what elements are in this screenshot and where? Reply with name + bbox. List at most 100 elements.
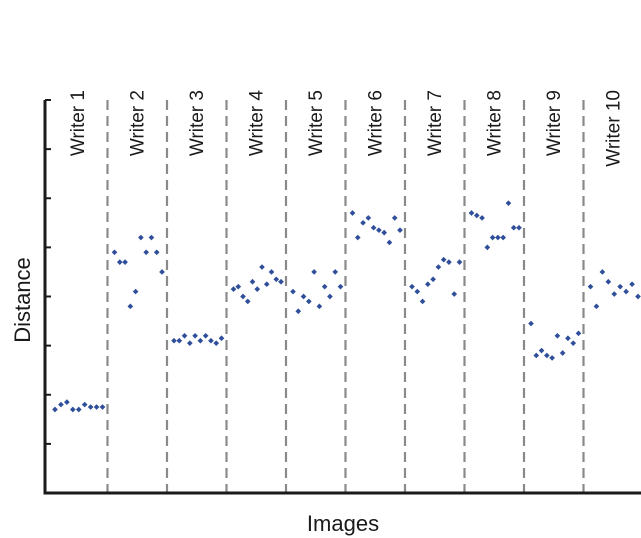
data-point [391,215,398,221]
data-point [278,278,284,285]
data-point [235,283,242,290]
data-point [544,352,550,359]
writer-label: Writer 6 [365,90,386,156]
data-point [259,264,265,270]
data-point [599,269,606,275]
data-point [176,337,183,344]
data-point [159,269,165,275]
data-point [354,234,361,241]
data-point [218,335,225,342]
data-point [202,332,209,339]
data-point [300,293,307,300]
data-point [446,259,452,265]
data-point [593,303,600,310]
data-point [244,298,251,305]
data-point [327,293,333,300]
data-point [617,283,624,290]
data-point [213,340,220,346]
data-point [249,278,256,285]
data-point [306,298,312,305]
data-point [64,399,70,405]
data-point [240,293,246,300]
data-point [538,347,545,354]
data-point [197,337,204,344]
data-point [263,281,270,288]
data-point [629,281,635,288]
data-point [69,406,76,413]
writer-label: Writer 5 [306,90,327,156]
data-point [500,234,506,241]
data-point [409,283,415,290]
data-point [516,224,522,231]
data-point [419,298,426,305]
writer-label: Writer 3 [187,90,208,156]
data-point [425,281,431,288]
data-point [290,288,296,295]
data-point [93,404,100,410]
data-point [132,288,139,295]
data-point [565,335,571,342]
data-point [311,269,317,275]
data-point [208,337,214,344]
data-point [127,303,134,310]
data-point [349,210,356,216]
data-point [81,401,88,408]
writer-label: Writer 8 [484,90,505,156]
data-point [171,337,177,344]
data-point [381,229,387,236]
data-point [365,215,372,221]
data-point [370,224,377,231]
data-point [153,249,160,256]
data-point [505,200,512,206]
writer-label: Writer 2 [127,90,148,156]
data-point [587,283,594,290]
data-point [414,288,421,295]
data-point [332,269,339,275]
data-point [528,320,534,327]
data-point [489,234,496,241]
data-point [479,215,485,221]
data-point [111,249,118,256]
data-point [187,340,193,346]
data-point [230,286,237,292]
data-point [273,276,280,283]
data-point [495,234,501,241]
data-point [99,404,106,410]
data-point [386,239,393,246]
data-point [605,278,612,285]
data-point [138,234,144,241]
data-point [451,291,458,297]
data-point [116,259,123,265]
data-point [549,355,555,361]
writer-label: Writer 1 [68,90,89,156]
data-point [575,330,582,337]
data-point [456,259,463,265]
data-point [484,244,491,251]
data-point [554,332,561,339]
writer-label: Writer 10 [603,90,624,167]
data-point [376,227,382,234]
writer-label: Writer 9 [544,90,565,156]
data-point [122,259,128,265]
data-point [181,332,188,339]
data-point [473,212,480,219]
writer-label: Writer 4 [246,90,267,157]
data-point [321,283,328,290]
data-point [52,406,58,413]
data-point [440,256,447,263]
data-point [510,224,517,231]
data-point [611,291,618,297]
data-point [337,283,344,290]
data-point [559,350,566,356]
data-point [75,406,82,413]
data-point [570,340,577,346]
data-point [148,234,155,241]
data-point [295,308,302,315]
y-axis-title: Distance [10,257,35,343]
data-point [435,264,442,270]
data-point [192,332,198,339]
data-point [87,404,94,410]
data-point [533,352,540,359]
